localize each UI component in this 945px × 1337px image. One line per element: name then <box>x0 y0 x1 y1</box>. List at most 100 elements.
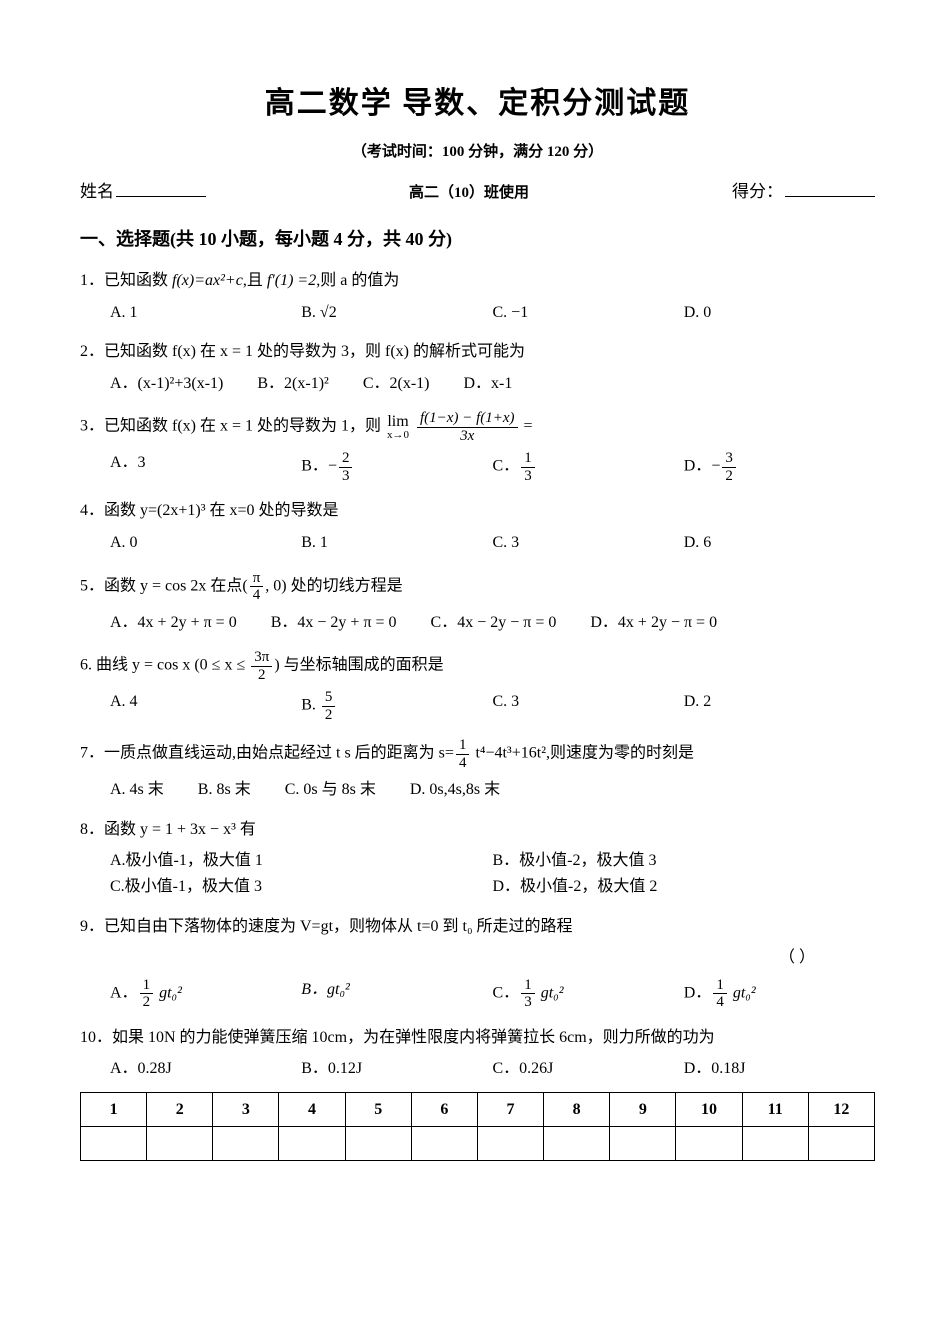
q6-b-frac: 52 <box>322 689 336 723</box>
q3-c-label: C． <box>493 458 520 475</box>
answer-header-11: 11 <box>742 1092 808 1126</box>
q4-text: 4．函数 y=(2x+1)³ 在 x=0 处的导数是 <box>80 498 875 524</box>
question-9: 9．已知自由下落物体的速度为 V=gt，则物体从 t=0 到 t₀ 所走过的路程… <box>80 914 875 1011</box>
q2-opt-a: A．(x-1)²+3(x-1) <box>110 371 223 397</box>
answer-header-7: 7 <box>477 1092 543 1126</box>
answer-header-6: 6 <box>411 1092 477 1126</box>
q9-opt-a: A．12 gt₀² <box>110 977 301 1011</box>
q7-frac: 14 <box>456 737 470 771</box>
answer-cell-2 <box>147 1126 213 1160</box>
answer-header-2: 2 <box>147 1092 213 1126</box>
q1-opt-c: C. −1 <box>493 300 684 326</box>
q3-b-sign: − <box>328 458 337 475</box>
q3-d-num: 3 <box>722 450 736 468</box>
q3-opt-d: D．−32 <box>684 450 875 484</box>
q2-options: A．(x-1)²+3(x-1) B．2(x-1)² C．2(x-1) D．x-1 <box>110 371 875 397</box>
question-5: 5．函数 y = cos 2x 在点(π4, 0) 处的切线方程是 A．4x +… <box>80 570 875 636</box>
question-1: 1．已知函数 f(x)=ax²+c,且 f′(1) =2,则 a 的值为 A. … <box>80 268 875 325</box>
question-8: 8．函数 y = 1 + 3x − x³ 有 A.极小值-1，极大值 1 B．极… <box>80 817 875 900</box>
q7-num: 1 <box>456 737 470 755</box>
q9-opt-b: B．gt₀² <box>301 977 492 1011</box>
q8-opt-c: C.极小值-1，极大值 3 <box>110 874 493 900</box>
name-blank <box>116 196 206 197</box>
q10-opt-c: C．0.26J <box>493 1056 684 1082</box>
q1-opt-b: B. √2 <box>301 300 492 326</box>
q3-opt-a: A．3 <box>110 450 301 484</box>
q6-options: A. 4 B. 52 C. 3 D. 2 <box>110 689 875 723</box>
info-row: 姓名 高二（10）班使用 得分： <box>80 178 875 205</box>
q7-body: t⁴−4t³+16t²,则速度为零的时刻是 <box>471 745 694 762</box>
q3-d-sign: − <box>711 458 720 475</box>
answer-cell-8 <box>544 1126 610 1160</box>
answer-cell-6 <box>411 1126 477 1160</box>
q9-d-tail: gt₀² <box>729 984 756 1001</box>
q1-b-label: B. <box>301 304 320 321</box>
q5-opt-d: D．4x + 2y − π = 0 <box>590 610 717 636</box>
q3-d-frac: 32 <box>722 450 736 484</box>
q8-opt-d: D．极小值-2，极大值 2 <box>493 874 876 900</box>
q3-prefix: 3．已知函数 f(x) 在 x = 1 处的导数为 1，则 <box>80 418 385 435</box>
q6-b-label: B. <box>301 697 320 714</box>
q3-frac-num: f(1−x) − f(1+x) <box>417 410 518 428</box>
q9-d-den: 4 <box>713 994 727 1011</box>
q6-b-num: 5 <box>322 689 336 707</box>
q3-frac-den: 3x <box>417 428 518 445</box>
q9-paren: （ ） <box>80 945 875 971</box>
q3-lim-bot: x→0 <box>387 430 409 441</box>
q9-a-frac: 12 <box>140 977 154 1011</box>
q4-opt-d: D. 6 <box>684 530 875 556</box>
answer-table-header-row: 1 2 3 4 5 6 7 8 9 10 11 12 <box>81 1092 875 1126</box>
q5-prefix: 5．函数 y = cos 2x 在点( <box>80 577 248 594</box>
q6-text: 6. 曲线 y = cos x (0 ≤ x ≤ 3π2) 与坐标轴围成的面积是 <box>80 649 875 683</box>
q9-opt-d: D．14 gt₀² <box>684 977 875 1011</box>
q8-opt-a: A.极小值-1，极大值 1 <box>110 848 493 874</box>
score-label: 得分： <box>732 182 783 201</box>
answer-cell-10 <box>676 1126 742 1160</box>
q1-text: 1．已知函数 f(x)=ax²+c,且 f′(1) =2,则 a 的值为 <box>80 268 875 294</box>
answer-cell-4 <box>279 1126 345 1160</box>
q3-options: A．3 B．−23 C．13 D．−32 <box>110 450 875 484</box>
q6-opt-c: C. 3 <box>493 689 684 723</box>
q5-text: 5．函数 y = cos 2x 在点(π4, 0) 处的切线方程是 <box>80 570 875 604</box>
answer-header-9: 9 <box>610 1092 676 1126</box>
q5-pi-den: 4 <box>250 587 264 604</box>
answer-header-12: 12 <box>808 1092 874 1126</box>
q5-options: A．4x + 2y + π = 0 B．4x − 2y + π = 0 C．4x… <box>110 610 875 636</box>
page-subtitle: （考试时间：100 分钟，满分 120 分） <box>80 140 875 164</box>
q3-d-den: 2 <box>722 468 736 485</box>
q3-b-frac: 23 <box>339 450 353 484</box>
q9-c-tail: gt₀² <box>537 984 564 1001</box>
q3-opt-b: B．−23 <box>301 450 492 484</box>
q9-a-label: A． <box>110 984 138 1001</box>
q9-d-label: D． <box>684 984 712 1001</box>
q9-c-den: 3 <box>521 994 535 1011</box>
question-6: 6. 曲线 y = cos x (0 ≤ x ≤ 3π2) 与坐标轴围成的面积是… <box>80 649 875 723</box>
q4-opt-a: A. 0 <box>110 530 301 556</box>
q9-a-tail: gt₀² <box>155 984 182 1001</box>
answer-cell-1 <box>81 1126 147 1160</box>
answer-cell-5 <box>345 1126 411 1160</box>
question-7: 7．一质点做直线运动,由始点起经过 t s 后的距离为 s=14 t⁴−4t³+… <box>80 737 875 803</box>
q7-text: 7．一质点做直线运动,由始点起经过 t s 后的距离为 s=14 t⁴−4t³+… <box>80 737 875 771</box>
q10-opt-a: A．0.28J <box>110 1056 301 1082</box>
q8-opt-b: B．极小值-2，极大值 3 <box>493 848 876 874</box>
q1-options: A. 1 B. √2 C. −1 D. 0 <box>110 300 875 326</box>
answer-header-1: 1 <box>81 1092 147 1126</box>
q6-opt-d: D. 2 <box>684 689 875 723</box>
answer-header-5: 5 <box>345 1092 411 1126</box>
q4-opt-c: C. 3 <box>493 530 684 556</box>
q3-b-den: 3 <box>339 468 353 485</box>
q6-prefix: 6. 曲线 y = cos x (0 ≤ x ≤ <box>80 657 249 674</box>
q4-opt-b: B. 1 <box>301 530 492 556</box>
q9-c-label: C． <box>493 984 520 1001</box>
q1-suffix: ,则 a 的值为 <box>316 272 399 289</box>
q6-opt-b: B. 52 <box>301 689 492 723</box>
q6-num: 3π <box>251 649 272 667</box>
q3-lim: lim x→0 <box>387 414 409 441</box>
q1-prefix: 1．已知函数 <box>80 272 172 289</box>
q6-b-den: 2 <box>322 707 336 724</box>
q7-prefix: 7．一质点做直线运动,由始点起经过 t s 后的距离为 s= <box>80 745 454 762</box>
name-label: 姓名 <box>80 182 114 201</box>
q6-den: 2 <box>251 667 272 684</box>
answer-cell-3 <box>213 1126 279 1160</box>
